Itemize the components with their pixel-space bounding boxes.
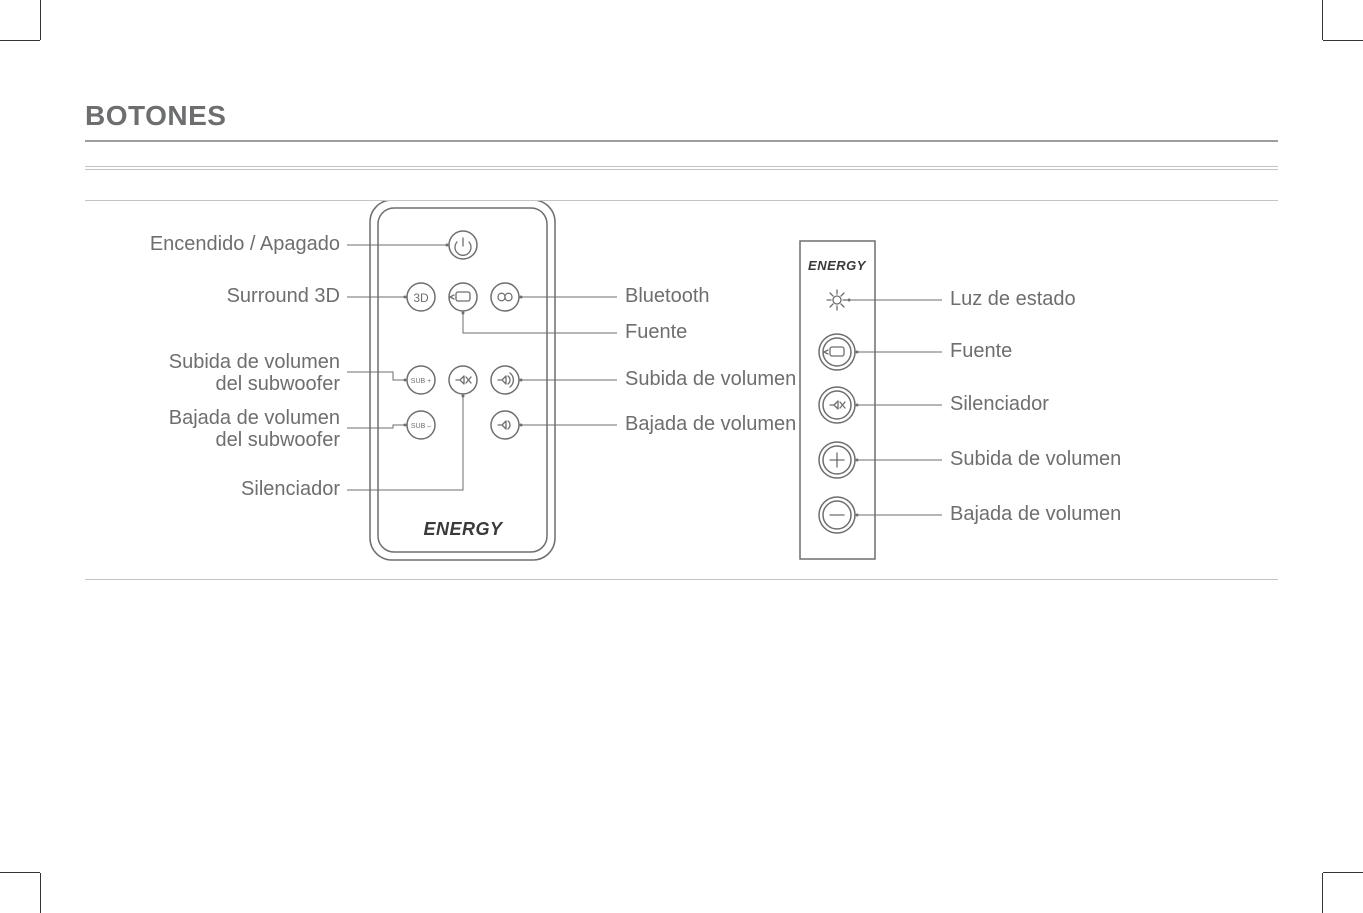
diagram-svg: 3D SUB + [85, 200, 1278, 580]
crop-mark-br [1303, 853, 1363, 913]
label-sub-up-1: Subida de volumen [169, 351, 340, 373]
sub-minus-button: SUB – [407, 411, 435, 439]
diagram-top-border [85, 200, 1278, 201]
label-power: Encendido / Apagado [150, 233, 340, 255]
rule-light-1 [85, 166, 1278, 167]
source-button-device [819, 334, 855, 370]
mute-button-device [819, 387, 855, 423]
diagram-bottom-border [85, 579, 1278, 580]
vol-down-button-device [819, 497, 855, 533]
vol-up-button-remote [491, 366, 519, 394]
label-sub-dn-2: del subwoofer [215, 429, 340, 451]
crop-mark-tr [1303, 0, 1363, 60]
label-sub-dn-1: Bajada de volumen [169, 407, 340, 429]
label-volup-device: Subida de volumen [950, 448, 1121, 470]
sub-plus-button: SUB + [407, 366, 435, 394]
bluetooth-button [491, 283, 519, 311]
label-surround: Surround 3D [227, 285, 340, 307]
diagram-area: 3D SUB + [85, 200, 1278, 580]
vol-up-button-device [819, 442, 855, 478]
power-button [449, 231, 477, 259]
page-content: BOTONES 3D [85, 100, 1278, 580]
sub-minus-label: SUB – [411, 423, 431, 430]
vol-down-button-remote [491, 411, 519, 439]
status-light-icon [827, 290, 847, 310]
device-panel: ENERGY [800, 241, 875, 559]
label-voldn-remote: Bajada de volumen [625, 413, 796, 435]
rule-heavy [85, 140, 1278, 142]
label-sub-up-2: del subwoofer [215, 373, 340, 395]
crop-mark-bl [0, 853, 60, 913]
surround-button: 3D [407, 283, 435, 311]
rule-light-2 [85, 169, 1278, 170]
label-voldn-device: Bajada de volumen [950, 503, 1121, 525]
crop-mark-tl [0, 0, 60, 60]
surround-label: 3D [413, 291, 429, 305]
remote-brand: ENERGY [423, 519, 504, 539]
label-mute-remote: Silenciador [241, 478, 340, 500]
source-button-remote [449, 283, 477, 311]
label-mute-device: Silenciador [950, 393, 1049, 415]
section-title: BOTONES [85, 100, 1278, 132]
label-source-device: Fuente [950, 340, 1012, 362]
label-volup-remote: Subida de volumen [625, 368, 796, 390]
sub-plus-label: SUB + [411, 378, 431, 385]
mute-button-remote [449, 366, 477, 394]
device-right-labels: Luz de estado Fuente Silenciador Subida … [848, 288, 1122, 525]
label-status: Luz de estado [950, 288, 1076, 310]
label-bluetooth: Bluetooth [625, 285, 710, 307]
device-brand: ENERGY [808, 258, 867, 273]
label-source-remote: Fuente [625, 321, 687, 343]
